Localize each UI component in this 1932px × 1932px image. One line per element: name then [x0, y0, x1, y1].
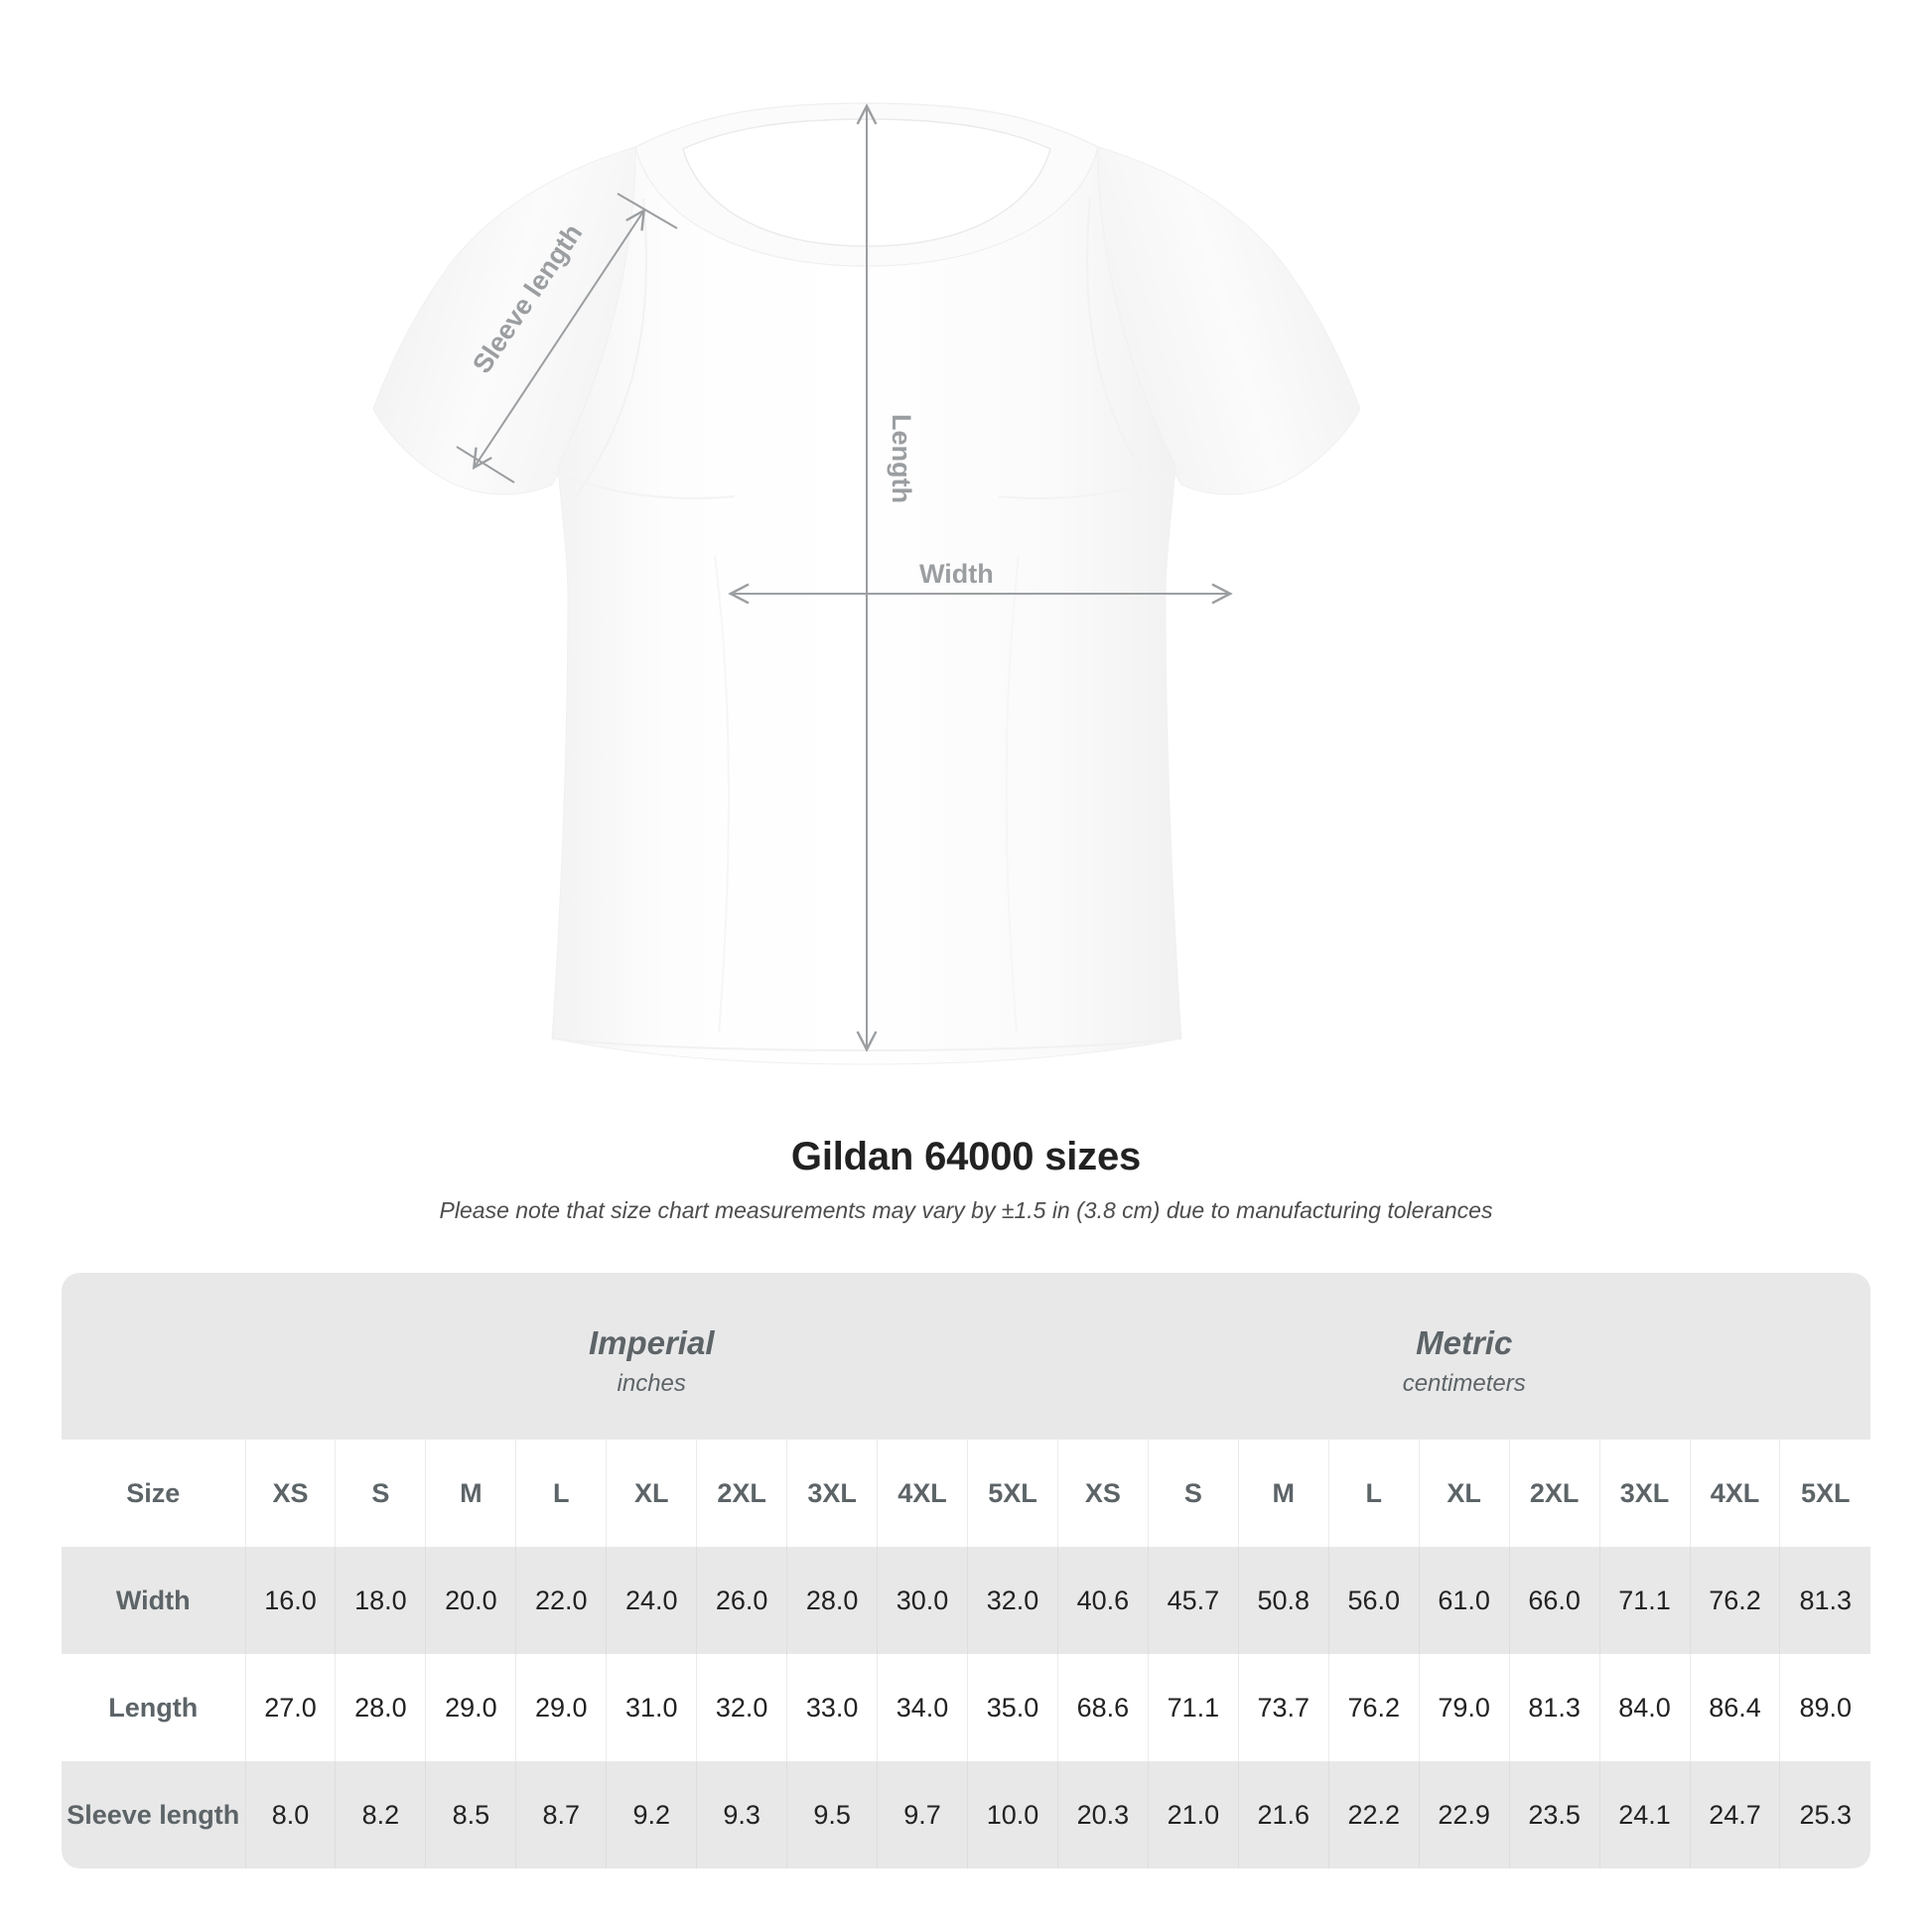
cell-sleeve-length-imperial-3xl: 9.5 — [786, 1761, 878, 1868]
table-row: Length 27.0 28.0 29.0 29.0 31.0 32.0 33.0 34.0 35… — [62, 1654, 1870, 1761]
cell-width-imperial-l: 22.0 — [515, 1547, 607, 1654]
cell-sleeve-length-imperial-m: 8.5 — [425, 1761, 516, 1868]
unit-system-name: Metric — [1416, 1323, 1513, 1361]
unit-system-cell-metric: Metric centimeters — [1057, 1273, 1870, 1440]
cell-length-imperial-3xl: 33.0 — [786, 1654, 878, 1761]
cell-width-metric-s: 45.7 — [1147, 1547, 1239, 1654]
width-label: Width — [919, 559, 994, 589]
cell-sleeve-length-metric-5xl: 25.3 — [1779, 1761, 1870, 1868]
cell-length-imperial-5xl: 35.0 — [967, 1654, 1058, 1761]
unit-system-unit: inches — [617, 1369, 686, 1397]
cell-sleeve-length-imperial-5xl: 10.0 — [967, 1761, 1058, 1868]
size-header-metric-xs: XS — [1056, 1440, 1149, 1547]
cell-width-imperial-3xl: 28.0 — [786, 1547, 878, 1654]
table-row: Width 16.0 18.0 20.0 22.0 24.0 26.0 28.0 30.0 32.… — [62, 1547, 1870, 1654]
cell-length-metric-4xl: 86.4 — [1689, 1654, 1780, 1761]
cell-length-metric-xl: 79.0 — [1418, 1654, 1510, 1761]
cell-width-imperial-2xl: 26.0 — [696, 1547, 787, 1654]
cell-width-metric-2xl: 66.0 — [1508, 1547, 1600, 1654]
size-header-imperial-3xl: 3XL — [786, 1440, 878, 1547]
cell-sleeve-length-imperial-2xl: 9.3 — [696, 1761, 787, 1868]
cell-width-metric-m: 50.8 — [1237, 1547, 1329, 1654]
cell-length-imperial-m: 29.0 — [425, 1654, 516, 1761]
size-header-metric-m: M — [1237, 1440, 1329, 1547]
tolerance-note: Please note that size chart measurements… — [439, 1197, 1493, 1223]
title-block: Gildan 64000 sizes Please note that size… — [0, 1134, 1932, 1225]
cell-width-imperial-4xl: 30.0 — [877, 1547, 968, 1654]
cell-sleeve-length-metric-l: 22.2 — [1327, 1761, 1420, 1868]
table-header-row: Size XS S M L XL 2XL 3XL 4XL 5XL XS S M L XL 2XL 3XL 4XL 5… — [62, 1440, 1870, 1547]
cell-length-metric-m: 73.7 — [1237, 1654, 1329, 1761]
cell-width-imperial-s: 18.0 — [335, 1547, 426, 1654]
cell-length-metric-xs: 68.6 — [1056, 1654, 1149, 1761]
cell-sleeve-length-metric-xs: 20.3 — [1056, 1761, 1149, 1868]
size-header-metric-l: L — [1327, 1440, 1420, 1547]
unit-spacer-cell — [62, 1273, 245, 1440]
cell-width-imperial-xs: 16.0 — [244, 1547, 336, 1654]
size-header-imperial-2xl: 2XL — [696, 1440, 787, 1547]
cell-length-metric-s: 71.1 — [1147, 1654, 1239, 1761]
size-header-imperial-m: M — [425, 1440, 516, 1547]
cell-width-metric-5xl: 81.3 — [1779, 1547, 1870, 1654]
size-header-imperial-xs: XS — [244, 1440, 336, 1547]
cell-length-imperial-4xl: 34.0 — [877, 1654, 968, 1761]
cell-sleeve-length-metric-s: 21.0 — [1147, 1761, 1239, 1868]
unit-system-unit: centimeters — [1402, 1369, 1526, 1397]
unit-system-name: Imperial — [588, 1323, 715, 1361]
cell-sleeve-length-imperial-xl: 9.2 — [606, 1761, 697, 1868]
cell-width-metric-xl: 61.0 — [1418, 1547, 1510, 1654]
row-label-width: Width — [62, 1547, 245, 1654]
size-header-imperial-4xl: 4XL — [877, 1440, 968, 1547]
row-label-sleeve-length: Sleeve length — [62, 1761, 245, 1868]
size-header-imperial-xl: XL — [606, 1440, 697, 1547]
cell-width-metric-4xl: 76.2 — [1689, 1547, 1780, 1654]
cell-length-metric-l: 76.2 — [1327, 1654, 1420, 1761]
sleeve-length-measure-arrow — [456, 193, 678, 483]
unit-system-row: Imperial inches Metric centimeters — [62, 1273, 1870, 1440]
cell-length-metric-3xl: 84.0 — [1598, 1654, 1690, 1761]
cell-length-imperial-s: 28.0 — [335, 1654, 426, 1761]
size-header-metric-2xl: 2XL — [1508, 1440, 1600, 1547]
cell-sleeve-length-metric-xl: 22.9 — [1418, 1761, 1510, 1868]
size-header-metric-3xl: 3XL — [1598, 1440, 1690, 1547]
cell-length-imperial-xs: 27.0 — [244, 1654, 336, 1761]
table-row: Sleeve length 8.0 8.2 8.5 8.7 9.2 9.3 9.5 9.7 10.… — [62, 1761, 1870, 1868]
size-header-imperial-s: S — [335, 1440, 426, 1547]
unit-system-cell-imperial: Imperial inches — [245, 1273, 1058, 1440]
page-title: Gildan 64000 sizes — [790, 1135, 1142, 1178]
cell-length-imperial-l: 29.0 — [515, 1654, 607, 1761]
cell-width-metric-l: 56.0 — [1327, 1547, 1420, 1654]
cell-width-imperial-xl: 24.0 — [606, 1547, 697, 1654]
size-header-metric-s: S — [1147, 1440, 1239, 1547]
cell-width-imperial-5xl: 32.0 — [967, 1547, 1058, 1654]
cell-sleeve-length-imperial-xs: 8.0 — [244, 1761, 336, 1868]
cell-width-imperial-m: 20.0 — [425, 1547, 516, 1654]
cell-length-metric-2xl: 81.3 — [1508, 1654, 1600, 1761]
tshirt-diagram: Length Width Sleeve length — [372, 102, 1361, 1065]
cell-sleeve-length-metric-3xl: 24.1 — [1598, 1761, 1690, 1868]
size-table: Imperial inches Metric centimeters Size XS S M L… — [62, 1273, 1870, 1868]
cell-sleeve-length-imperial-l: 8.7 — [515, 1761, 607, 1868]
cell-width-metric-xs: 40.6 — [1056, 1547, 1149, 1654]
length-label: Length — [887, 414, 916, 503]
size-header-metric-4xl: 4XL — [1689, 1440, 1780, 1547]
cell-sleeve-length-metric-m: 21.6 — [1237, 1761, 1329, 1868]
size-header-metric-xl: XL — [1418, 1440, 1510, 1547]
size-header-imperial-5xl: 5XL — [967, 1440, 1058, 1547]
size-table-container: Imperial inches Metric centimeters Size XS S M L… — [62, 1273, 1870, 1868]
cell-sleeve-length-imperial-4xl: 9.7 — [877, 1761, 968, 1868]
size-header-label: Size — [62, 1440, 245, 1547]
row-label-length: Length — [62, 1654, 245, 1761]
cell-sleeve-length-metric-4xl: 24.7 — [1689, 1761, 1780, 1868]
cell-length-imperial-xl: 31.0 — [606, 1654, 697, 1761]
cell-sleeve-length-metric-2xl: 23.5 — [1508, 1761, 1600, 1868]
cell-width-metric-3xl: 71.1 — [1598, 1547, 1690, 1654]
size-header-imperial-l: L — [515, 1440, 607, 1547]
size-header-metric-5xl: 5XL — [1779, 1440, 1870, 1547]
cell-sleeve-length-imperial-s: 8.2 — [335, 1761, 426, 1868]
cell-length-metric-5xl: 89.0 — [1779, 1654, 1870, 1761]
cell-length-imperial-2xl: 32.0 — [696, 1654, 787, 1761]
